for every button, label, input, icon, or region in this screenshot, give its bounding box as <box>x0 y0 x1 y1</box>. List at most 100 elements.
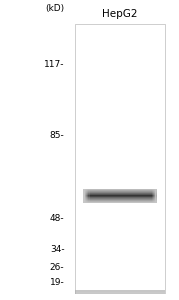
Bar <box>75 290 165 292</box>
Bar <box>83 198 157 199</box>
Bar <box>75 290 165 292</box>
Text: 34-: 34- <box>50 245 64 254</box>
Bar <box>75 291 165 294</box>
Bar <box>75 290 165 292</box>
Bar <box>83 189 157 190</box>
Bar <box>75 291 165 294</box>
Bar <box>83 200 157 201</box>
Bar <box>75 292 165 294</box>
Bar <box>75 290 165 292</box>
Bar <box>75 291 165 294</box>
Bar <box>75 290 165 292</box>
Bar <box>75 290 165 292</box>
Bar <box>75 290 165 292</box>
Text: 19-: 19- <box>50 278 64 287</box>
Bar <box>75 290 165 292</box>
Bar <box>83 197 157 198</box>
Bar <box>75 291 165 293</box>
Bar <box>75 290 165 292</box>
Bar <box>75 291 165 293</box>
Bar <box>75 290 165 292</box>
Bar <box>75 292 165 294</box>
Bar <box>83 189 157 190</box>
Bar <box>75 290 165 293</box>
Bar <box>75 290 165 292</box>
Bar <box>75 290 165 292</box>
Bar <box>75 291 165 293</box>
Bar <box>75 290 165 292</box>
Bar <box>75 291 165 293</box>
Bar <box>75 291 165 293</box>
Bar <box>75 291 165 293</box>
Bar <box>75 290 165 292</box>
Bar <box>75 290 165 292</box>
Bar <box>75 291 165 293</box>
Bar <box>83 194 157 195</box>
Bar <box>75 292 165 294</box>
Bar <box>75 290 165 292</box>
Bar <box>75 291 165 293</box>
Bar <box>83 192 157 193</box>
Bar <box>75 290 165 292</box>
Bar <box>75 292 165 294</box>
Bar <box>75 290 165 292</box>
Bar <box>88 189 90 203</box>
Text: HepG2: HepG2 <box>102 9 138 19</box>
Bar <box>83 195 157 196</box>
Bar <box>75 290 165 292</box>
Bar <box>75 290 165 292</box>
Bar <box>75 290 165 292</box>
Bar <box>75 291 165 293</box>
Bar <box>75 291 165 293</box>
Text: 85-: 85- <box>50 131 64 140</box>
Bar <box>75 290 165 293</box>
Bar <box>75 291 165 293</box>
Bar <box>75 290 165 292</box>
Bar <box>75 290 165 292</box>
Bar <box>75 24 165 294</box>
Bar <box>75 291 165 294</box>
Bar <box>75 290 165 292</box>
Bar <box>75 291 165 293</box>
Bar <box>75 291 165 293</box>
Bar <box>75 292 165 294</box>
Bar <box>83 192 157 193</box>
Bar <box>75 291 165 293</box>
Bar <box>83 202 157 203</box>
Bar <box>75 290 165 292</box>
Bar <box>75 291 165 293</box>
Bar <box>75 291 165 293</box>
Bar <box>75 292 165 294</box>
Bar <box>75 291 165 293</box>
Bar <box>75 291 165 293</box>
Bar <box>75 290 165 292</box>
Bar <box>75 291 165 294</box>
Bar <box>75 292 165 294</box>
Bar <box>75 290 165 292</box>
Bar <box>75 292 165 294</box>
Bar <box>75 290 165 293</box>
Bar <box>75 292 165 294</box>
Text: 117-: 117- <box>44 60 64 69</box>
Bar <box>83 193 157 194</box>
Bar <box>154 189 156 203</box>
Bar <box>75 292 165 294</box>
Bar <box>75 290 165 292</box>
Bar <box>87 189 88 203</box>
Bar <box>75 290 165 292</box>
Bar <box>83 196 157 197</box>
Bar <box>83 195 157 196</box>
Bar <box>75 291 165 293</box>
Bar <box>83 193 157 194</box>
Bar <box>75 291 165 293</box>
Bar <box>75 291 165 293</box>
Bar <box>75 290 165 292</box>
Bar <box>75 290 165 293</box>
Bar <box>75 291 165 293</box>
Bar <box>75 291 165 293</box>
Bar <box>75 292 165 294</box>
Bar <box>155 189 157 203</box>
Bar <box>83 201 157 202</box>
Bar <box>75 291 165 293</box>
Bar <box>75 290 165 293</box>
